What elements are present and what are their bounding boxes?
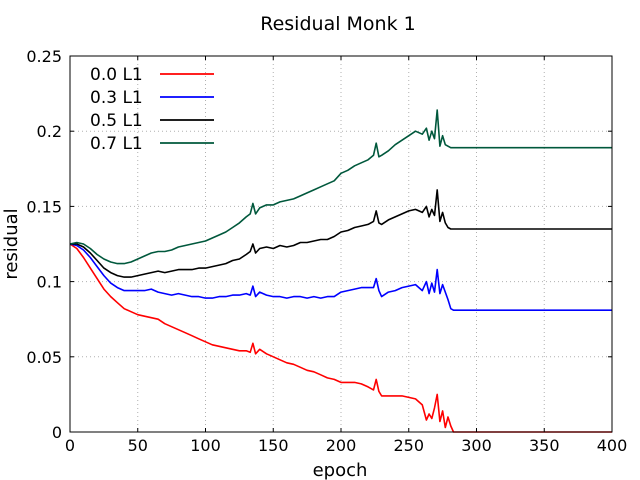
legend-label-0: 0.0 L1 (90, 65, 143, 85)
y-tick-label: 0 (52, 423, 62, 442)
x-tick-label: 350 (529, 436, 560, 455)
x-tick-label: 150 (258, 436, 289, 455)
y-tick-label: 0.05 (26, 348, 62, 367)
x-tick-label: 300 (461, 436, 492, 455)
legend-label-3: 0.7 L1 (90, 134, 143, 154)
x-tick-label: 200 (326, 436, 357, 455)
legend: 0.0 L1 0.3 L1 0.5 L1 0.7 L1 (90, 65, 214, 154)
x-tick-label: 250 (393, 436, 424, 455)
legend-label-1: 0.3 L1 (90, 88, 143, 108)
y-axis-label: residual (1, 208, 22, 279)
x-tick-label: 0 (65, 436, 75, 455)
series-line-0 (69, 243, 612, 433)
series-line-2 (70, 189, 612, 278)
x-tick-label: 400 (597, 436, 628, 455)
y-tick-label: 0.2 (37, 122, 62, 141)
x-axis-label: epoch (313, 460, 368, 480)
series-line-3 (69, 109, 612, 265)
x-tick-label: 50 (128, 436, 148, 455)
legend-label-2: 0.5 L1 (90, 111, 143, 131)
axis-ticks: 0 50 100 150 200 250 300 350 400 0 0.05 0.1 0.15 0.2 0… (26, 47, 627, 455)
y-tick-label: 0.1 (37, 273, 62, 292)
series-line-1 (69, 243, 612, 312)
series-lines (69, 109, 612, 433)
grid (70, 56, 612, 432)
y-tick-label: 0.25 (26, 47, 62, 66)
y-tick-label: 0.15 (26, 197, 62, 216)
x-tick-label: 100 (190, 436, 221, 455)
chart-title: Residual Monk 1 (260, 13, 415, 35)
